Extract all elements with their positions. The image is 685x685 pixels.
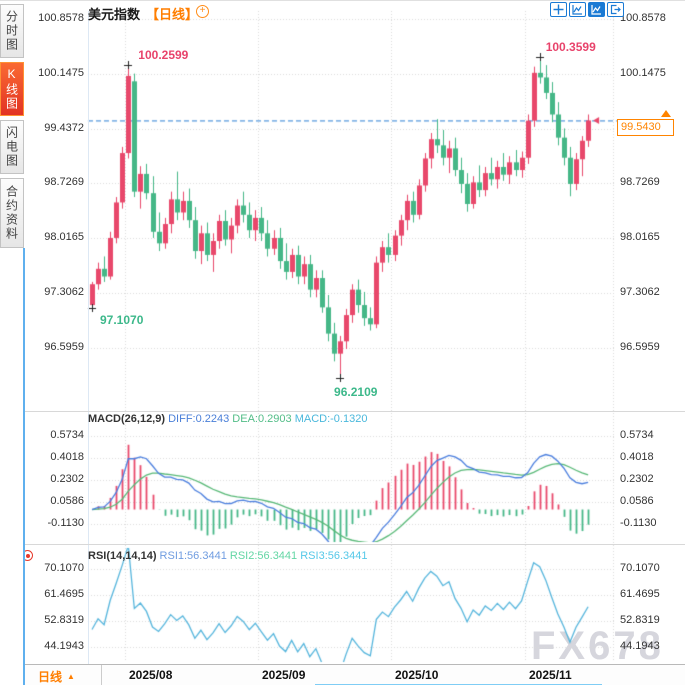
pane-separator-main-macd xyxy=(25,411,685,412)
plot-left-edge xyxy=(88,11,89,664)
x-axis-label: 2025/09 xyxy=(262,668,306,682)
sidebar-tab-lightning-chart[interactable]: 闪电图 xyxy=(0,120,24,174)
rsi-header: RSI(14,14,14) RSI1:56.3441 RSI2:56.3441 … xyxy=(88,550,368,562)
high-annotation-1: 100.2599 xyxy=(138,48,189,63)
crosshair-icon[interactable] xyxy=(550,2,567,17)
x-axis-label: 2025/11 xyxy=(529,668,572,682)
axis-label: 44.1943 xyxy=(620,640,660,652)
axis-label: 0.2302 xyxy=(50,473,84,485)
axis-label: 52.8319 xyxy=(620,614,660,626)
axis-label: 100.1475 xyxy=(38,66,84,79)
rsi3-value: RSI3:56.3441 xyxy=(300,550,368,562)
axis-label: 98.7269 xyxy=(620,176,660,189)
sidebar-rail xyxy=(23,248,25,685)
axis-label: 97.3062 xyxy=(44,286,84,298)
axis-label: 70.1070 xyxy=(620,562,660,574)
low-annotation-2: 96.2109 xyxy=(334,384,378,399)
axis-label: 44.1943 xyxy=(44,640,84,652)
axis-label: 61.4695 xyxy=(44,588,84,600)
macd-diff-value: DIFF:0.2243 xyxy=(168,413,230,425)
axis-label: 0.5734 xyxy=(620,429,654,441)
axis-label: 98.0165 xyxy=(620,231,660,244)
axis-label: 100.8578 xyxy=(620,12,666,24)
axis-label: 0.0586 xyxy=(620,495,654,507)
axis-label: 100.8578 xyxy=(38,12,84,24)
axis-label: 98.0165 xyxy=(44,231,84,244)
axis-label: 98.7269 xyxy=(44,176,84,189)
axis-label: 52.8319 xyxy=(44,614,84,626)
macd-dea-value: DEA:0.2903 xyxy=(232,413,292,425)
rsi1-value: RSI1:56.3441 xyxy=(159,550,227,562)
macd-header: MACD(26,12,9) DIFF:0.2243 DEA:0.2903 MAC… xyxy=(88,413,367,425)
pane-separator-macd-rsi xyxy=(25,544,685,545)
instrument-title: 美元指数 xyxy=(88,7,141,22)
axis-label: 61.4695 xyxy=(620,588,660,600)
rsi2-value: RSI2:56.3441 xyxy=(229,550,298,562)
sidebar-tab-time-chart[interactable]: 分时图 xyxy=(0,4,24,58)
current-price-label: 99.5430 xyxy=(617,119,674,137)
price-up-arrow-icon xyxy=(661,110,671,118)
rsi-name: RSI(14,14,14) xyxy=(88,550,157,562)
period-tag: 【日线】 xyxy=(146,7,199,22)
sidebar: 分时图 K线图 闪电图 合约资料 xyxy=(0,1,25,685)
sidebar-tab-contract-info[interactable]: 合约资料 xyxy=(0,178,24,248)
period-selector-label: 日线 xyxy=(38,669,63,684)
toolbar xyxy=(550,2,624,17)
macd-macd-value: MACD:-0.1320 xyxy=(294,413,368,425)
axis-label: 96.5959 xyxy=(620,340,660,353)
high-annotation-2: 100.3599 xyxy=(545,40,596,55)
exit-chart-icon[interactable] xyxy=(607,2,624,17)
axis-label: 0.0586 xyxy=(50,495,84,507)
axis-label: 0.2302 xyxy=(620,473,654,485)
axis-label: 99.4372 xyxy=(44,121,84,134)
circle-plus-icon[interactable]: + xyxy=(196,5,209,18)
low-annotation-1: 97.1070 xyxy=(100,313,144,328)
axis-label: 0.5734 xyxy=(50,429,84,441)
axis-label: 70.1070 xyxy=(44,562,84,574)
axis-label: 0.4018 xyxy=(620,451,654,463)
axis-label: -0.1130 xyxy=(47,517,85,529)
x-axis-label: 2025/08 xyxy=(129,668,173,682)
axis-label: -0.1130 xyxy=(620,517,657,529)
indicator-window-icon[interactable] xyxy=(569,2,586,17)
chart-style-icon[interactable] xyxy=(588,2,605,17)
x-axis-bar: 日线 ▲ 2025/08 2025/09 2025/10 2025/11 xyxy=(25,664,685,685)
axis-label: 0.4018 xyxy=(50,451,84,463)
axis-label: 97.3062 xyxy=(620,286,660,298)
x-axis-label: 2025/10 xyxy=(395,668,439,682)
sidebar-tab-kline-chart[interactable]: K线图 xyxy=(0,62,24,116)
axis-label: 100.1475 xyxy=(620,66,666,79)
period-selector[interactable]: 日线 ▲ xyxy=(25,665,102,685)
chevron-up-icon: ▲ xyxy=(67,671,75,681)
macd-name: MACD(26,12,9) xyxy=(88,413,166,425)
axis-label: 96.5959 xyxy=(44,340,84,353)
